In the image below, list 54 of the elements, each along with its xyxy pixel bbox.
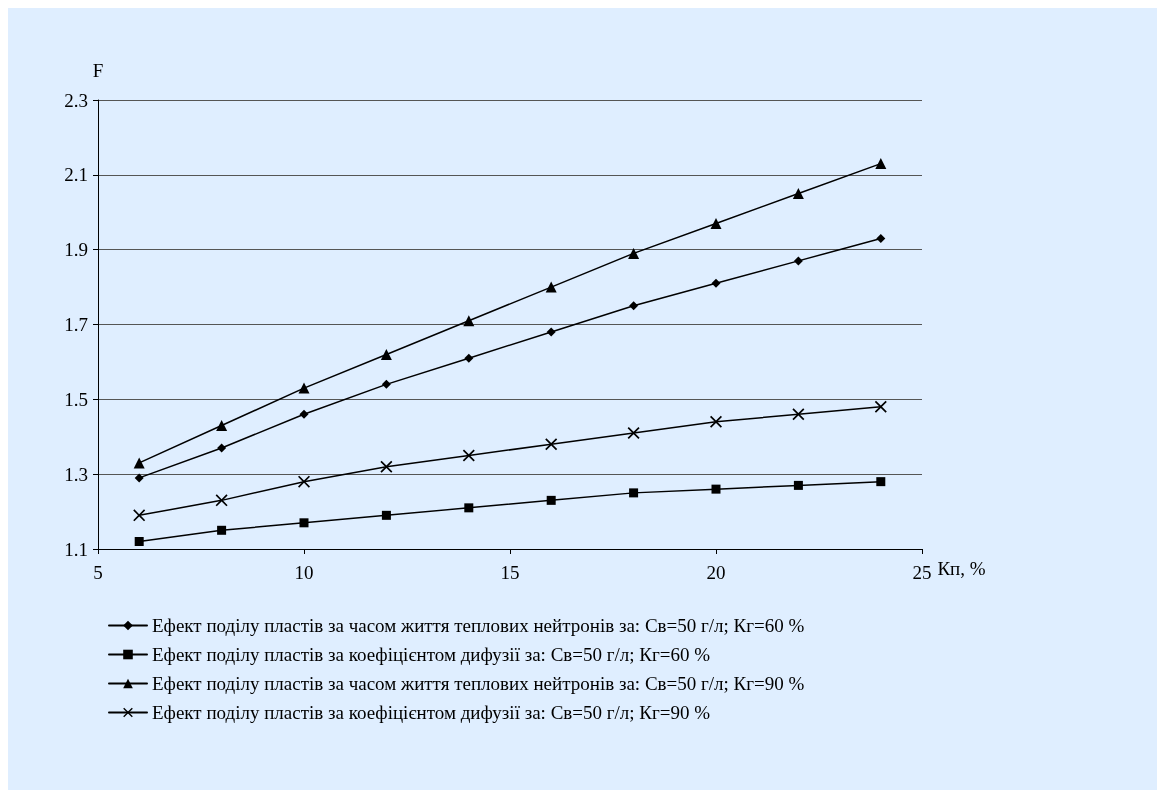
point: [298, 382, 310, 394]
x-tick-label: 15: [500, 562, 520, 583]
point: [793, 480, 803, 490]
legend-label: Ефект поділу пластів за коефіцієнтом дифузії за: Св=50 г/л; Кг=90 %: [152, 702, 711, 723]
point: [629, 488, 639, 498]
y-tick-label: 1.7: [64, 314, 88, 335]
y-tick-label: 2.3: [64, 89, 88, 111]
point: [299, 409, 309, 419]
point: [875, 158, 887, 170]
x-tick-label: 10: [294, 562, 314, 583]
legend-label: Ефект поділу пластів за часом життя теплових нейтронів за: Св=50 г/л; Кг=60 %: [152, 615, 805, 636]
point: [629, 301, 639, 311]
point: [464, 353, 474, 363]
point: [711, 484, 721, 494]
point: [628, 247, 640, 259]
point: [299, 518, 309, 528]
point: [793, 256, 803, 266]
point: [217, 525, 227, 535]
x-tick-label: 20: [706, 562, 726, 583]
y-tick-label: 2.1: [64, 164, 88, 186]
point: [874, 400, 887, 413]
point: [546, 495, 556, 505]
point: [133, 509, 146, 522]
point: [217, 443, 227, 453]
point: [215, 494, 228, 507]
point: [792, 408, 805, 421]
point: [876, 233, 886, 243]
point: [380, 348, 392, 360]
x-tick-label: 5: [93, 562, 103, 583]
point: [876, 477, 886, 487]
point: [216, 420, 228, 432]
point: [711, 278, 721, 288]
point: [381, 510, 391, 520]
point: [545, 438, 558, 451]
point: [380, 460, 393, 473]
point: [134, 537, 144, 547]
point: [545, 281, 557, 293]
y-tick-label: 1.3: [64, 463, 88, 485]
y-tick-label: 1.5: [64, 388, 88, 410]
point: [133, 457, 145, 469]
legend-label: Ефект поділу пластів за коефіцієнтом дифузії за: Св=50 г/л; Кг=60 %: [152, 644, 711, 665]
point: [463, 315, 475, 327]
y-tick-label: 1.1: [64, 538, 88, 560]
legend-label: Ефект поділу пластів за часом життя теплових нейтронів за: Св=50 г/л; Кг=90 %: [152, 673, 805, 694]
y-tick-label: 1.9: [64, 239, 88, 261]
point: [792, 188, 804, 200]
y-axis-title: F: [92, 60, 104, 81]
point: [381, 379, 391, 389]
point: [464, 503, 474, 513]
point: [710, 217, 722, 229]
point: [134, 473, 144, 483]
point: [546, 327, 556, 337]
x-tick-label: 25: [912, 562, 932, 583]
x-axis-title: Кп, %: [937, 558, 986, 579]
